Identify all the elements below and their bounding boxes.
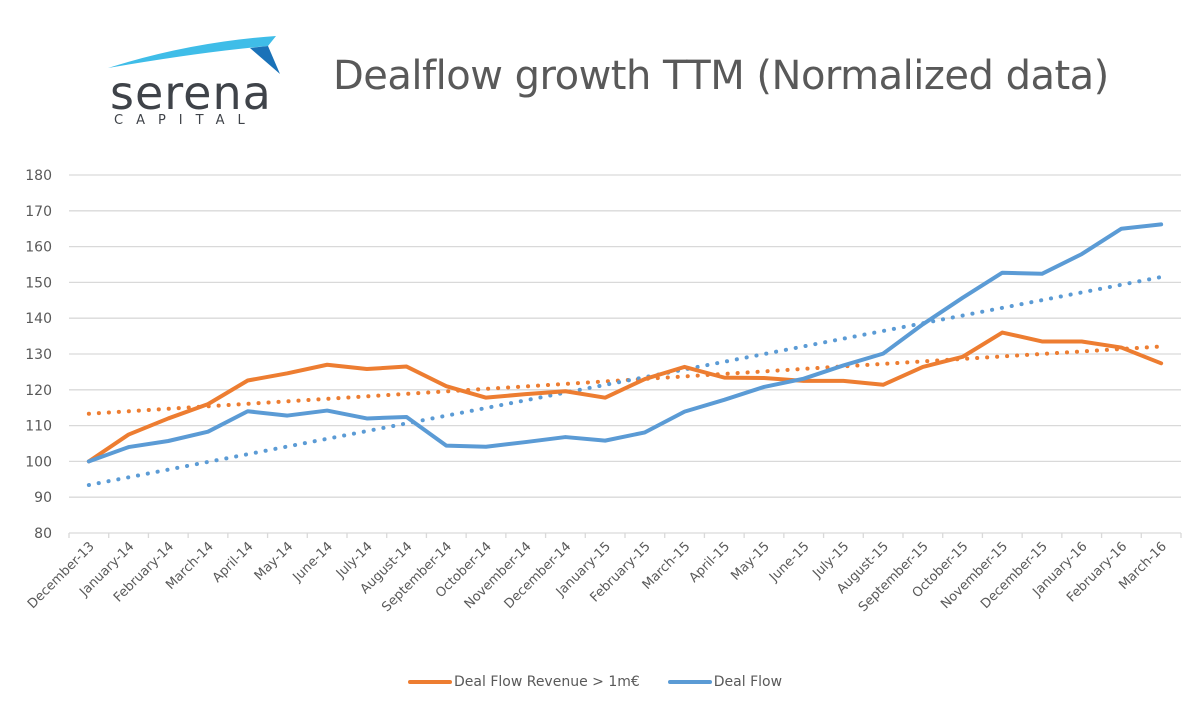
logo-swoosh-icon — [108, 36, 280, 74]
x-tick-label: May-14 — [252, 539, 296, 583]
chart-title: Dealflow growth TTM (Normalized data) — [333, 53, 1109, 99]
y-tick-label: 80 — [34, 526, 52, 542]
logo-subtitle: CAPITAL — [114, 113, 258, 128]
y-tick-label: 150 — [25, 275, 52, 291]
legend-item-revenue: Deal Flow Revenue > 1m€ — [408, 674, 640, 690]
x-axis-tick-labels: December-13January-14February-14March-14… — [25, 539, 1170, 615]
legend-swatch-revenue — [408, 680, 452, 684]
x-tick-label: December-13 — [25, 539, 98, 612]
y-tick-label: 130 — [25, 347, 52, 363]
x-tick-label: April-15 — [686, 539, 733, 586]
legend: Deal Flow Revenue > 1m€ Deal Flow — [408, 674, 810, 690]
y-tick-label: 170 — [25, 204, 52, 220]
legend-label-revenue: Deal Flow Revenue > 1m€ — [454, 674, 640, 690]
series-line-dealflow — [86, 222, 1164, 464]
y-tick-label: 90 — [34, 490, 52, 506]
x-tick-label: June-15 — [766, 539, 812, 585]
trendline-revenue — [86, 344, 1164, 416]
x-tick-label: April-14 — [210, 539, 257, 586]
x-tick-label: September-15 — [856, 539, 932, 615]
gridlines — [69, 174, 1181, 498]
y-tick-label: 100 — [25, 454, 52, 470]
serena-capital-logo: serena CAPITAL — [100, 30, 300, 130]
y-tick-label: 140 — [25, 311, 52, 327]
logo-wordmark: serena — [110, 66, 272, 120]
trendlines — [86, 275, 1164, 488]
legend-item-dealflow: Deal Flow — [667, 674, 783, 690]
x-tick-label: June-14 — [290, 539, 336, 585]
x-axis — [68, 532, 1182, 538]
legend-label-dealflow: Deal Flow — [713, 674, 783, 690]
x-tick-label: September-14 — [379, 539, 455, 615]
y-tick-label: 110 — [25, 419, 52, 435]
trendline-dealflow — [86, 275, 1164, 488]
series-lines — [86, 222, 1164, 464]
y-tick-label: 160 — [25, 240, 52, 256]
y-axis-tick-labels: 80 90 100 110 120 130 140 150 160 170 180 — [25, 168, 52, 542]
x-tick-label: May-15 — [728, 539, 772, 583]
legend-swatch-dealflow — [667, 680, 712, 684]
y-tick-label: 180 — [25, 168, 52, 184]
y-tick-label: 120 — [25, 383, 52, 399]
series-line-revenue — [86, 330, 1164, 464]
